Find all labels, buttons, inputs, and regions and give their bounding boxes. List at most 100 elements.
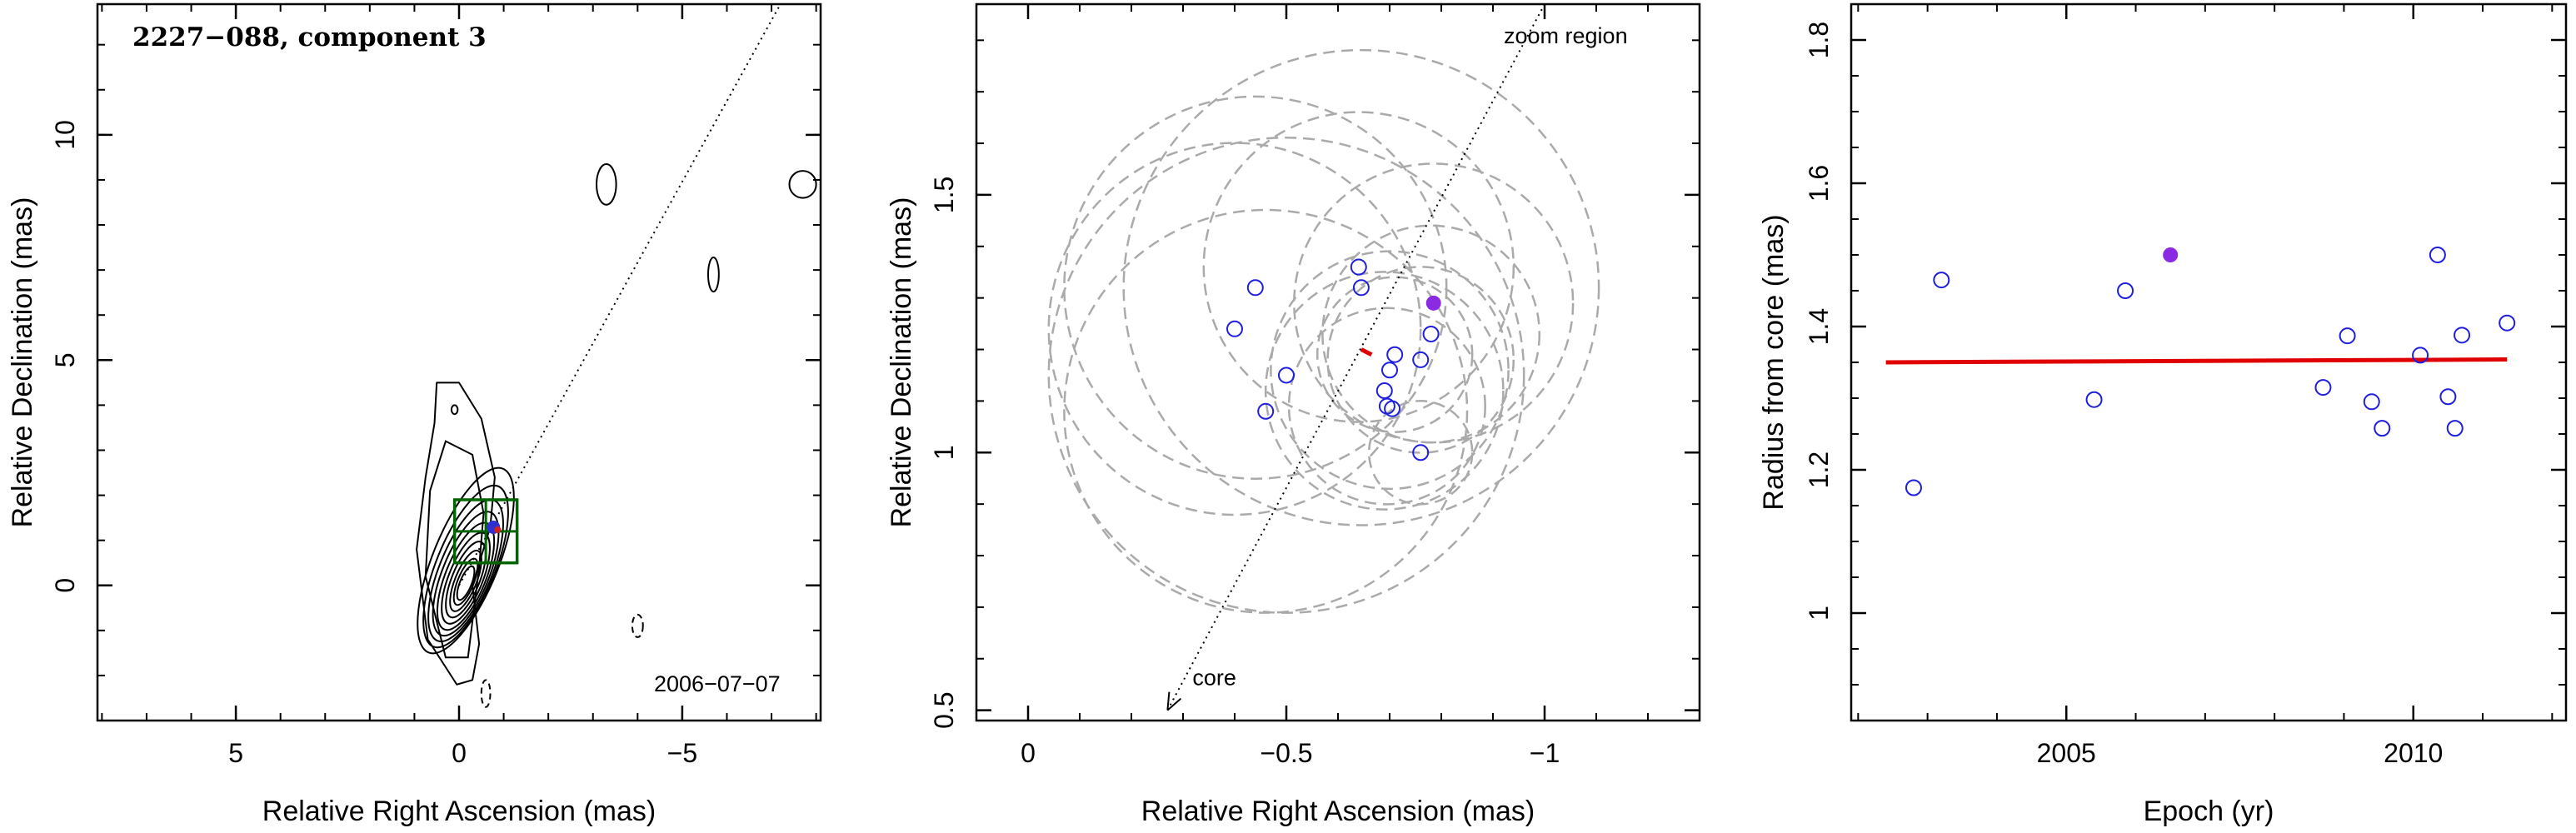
y-tick-label: 1.2 — [1804, 451, 1834, 488]
error-circle — [1293, 162, 1575, 444]
data-point — [2363, 393, 2380, 411]
y-tick-label: 5 — [50, 352, 80, 367]
data-point — [2454, 327, 2471, 344]
data-point — [1412, 444, 1430, 461]
panel-contour-map: 5 0 −5 0 5 10 2227−088, component 3 2006−07−0… — [7, 2, 822, 827]
tick-marks — [1851, 3, 2566, 721]
epoch-label: 2006−07−07 — [654, 671, 781, 696]
contour — [449, 549, 482, 612]
y-axis-label: Relative Declination (mas) — [7, 197, 38, 528]
x-tick-label: 0 — [452, 738, 467, 768]
error-circle — [1367, 400, 1474, 506]
trajectory-line — [1166, 3, 1545, 711]
panel-radius-vs-epoch: 2005 2010 1 1.2 1.4 1.6 1.8 Epoch (yr) Radius … — [1758, 2, 2568, 827]
marks — [1885, 247, 2516, 496]
y-tick-label: 0 — [50, 578, 80, 593]
y-tick-label: 1.6 — [1804, 165, 1834, 202]
contour-island — [450, 404, 459, 416]
error-circle — [1326, 266, 1515, 454]
highlight-point — [1425, 295, 1441, 311]
fit-line — [1885, 357, 2508, 365]
error-circle — [1321, 224, 1541, 444]
data-point — [1412, 351, 1430, 368]
y-axis-label: Radius from core (mas) — [1758, 214, 1790, 510]
data-point — [2085, 391, 2103, 408]
zoom-region-annotation: zoom region — [1504, 23, 1628, 48]
error-circle — [1287, 307, 1486, 506]
tick-labels: 2005 2010 1 1.2 1.4 1.6 1.8 — [1804, 22, 2443, 768]
error-circle — [1047, 137, 1525, 614]
x-tick-label: 2005 — [2037, 738, 2096, 768]
x-tick-label: 0 — [1021, 738, 1036, 768]
data-point — [1257, 402, 1275, 420]
contour — [436, 521, 496, 631]
data-point — [2446, 420, 2464, 437]
error-circles — [1047, 48, 1600, 614]
contour-island — [788, 170, 817, 199]
error-circle — [1315, 276, 1474, 433]
error-circle — [1264, 271, 1505, 511]
data-point — [1905, 479, 1922, 496]
error-circle — [1047, 142, 1422, 516]
error-circle — [1270, 250, 1510, 491]
trajectory-line — [458, 3, 781, 586]
plot-frame — [96, 2, 822, 722]
tick-labels: 5 0 −5 0 5 10 — [50, 120, 697, 768]
plot-frame — [975, 2, 1701, 722]
data-point — [2339, 327, 2356, 345]
x-tick-label: −0.5 — [1260, 738, 1312, 768]
y-tick-label: 1.8 — [1804, 22, 1834, 58]
data-point — [2412, 347, 2429, 364]
x-tick-label: −5 — [667, 738, 697, 768]
contour-island — [631, 613, 644, 638]
data-point — [1381, 362, 1398, 379]
error-circle — [1063, 208, 1469, 614]
contour-group — [416, 163, 817, 708]
highlight-point — [2163, 247, 2179, 262]
y-tick-label: 10 — [50, 120, 80, 150]
error-circle — [1202, 111, 1515, 423]
marks — [452, 3, 781, 586]
x-axis-label: Relative Right Ascension (mas) — [1141, 796, 1535, 827]
data-point — [1375, 382, 1393, 400]
contour-island — [480, 679, 492, 708]
data-point — [1422, 325, 1440, 342]
y-tick-label: 1 — [1804, 606, 1834, 621]
y-axis-label: Relative Declination (mas) — [886, 197, 917, 528]
x-axis-label: Relative Right Ascension (mas) — [262, 796, 656, 827]
tick-marks — [976, 4, 1700, 721]
y-tick-label: 1.5 — [929, 177, 959, 213]
data-point — [2439, 388, 2457, 406]
x-tick-label: −1 — [1530, 738, 1560, 768]
contour-island — [706, 256, 720, 293]
contour — [441, 531, 491, 625]
tick-marks — [97, 4, 821, 721]
x-axis-label: Epoch (yr) — [2144, 796, 2274, 827]
contour — [424, 440, 485, 659]
data-point — [2117, 282, 2134, 299]
contour — [416, 382, 496, 686]
core-arrow-head — [1166, 691, 1182, 711]
fit-segment — [1360, 347, 1373, 357]
data-point — [2499, 314, 2516, 332]
data-point — [2314, 379, 2332, 397]
data-point — [1226, 320, 1243, 337]
data-point — [2374, 420, 2391, 437]
data-point — [1278, 367, 1295, 384]
component-fit-marker — [494, 526, 502, 533]
data-point — [1933, 272, 1950, 289]
contour — [456, 565, 476, 601]
contour — [422, 484, 509, 649]
x-tick-label: 5 — [228, 738, 243, 768]
panel-zoom-region: 0 −0.5 −1 0.5 1 1.5 zoom region core Relative… — [886, 2, 1701, 827]
data-point — [1350, 258, 1367, 276]
error-circle — [1063, 95, 1448, 480]
data-point — [2429, 247, 2446, 263]
y-tick-label: 0.5 — [929, 691, 959, 728]
marks — [1166, 3, 1545, 711]
error-circle — [1122, 48, 1600, 526]
data-point — [1246, 279, 1264, 297]
tick-labels: 0 −0.5 −1 0.5 1 1.5 — [929, 177, 1560, 768]
contour — [417, 466, 515, 655]
x-tick-label: 2010 — [2384, 738, 2443, 768]
